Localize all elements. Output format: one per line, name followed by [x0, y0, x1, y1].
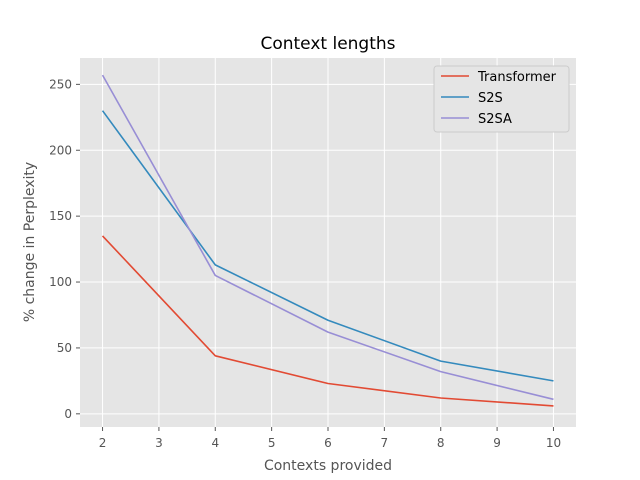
- y-axis-ticks: 0 50 100 150 200 250: [49, 77, 80, 421]
- legend: Transformer S2S S2SA: [433, 65, 570, 133]
- x-tick-label: 7: [381, 436, 389, 450]
- legend-box: [433, 65, 570, 133]
- series-line-s2sa: [101, 74, 554, 401]
- y-tick-label: 200: [49, 143, 72, 157]
- x-axis-ticks: 2 3 4 5 6 7 8 9 10: [99, 427, 561, 450]
- x-tick-label: 6: [324, 436, 332, 450]
- x-tick-label: 5: [268, 436, 276, 450]
- series-line-s2s: [101, 110, 554, 382]
- x-tick-label: 9: [493, 436, 501, 450]
- x-tick-label: 10: [546, 436, 561, 450]
- y-tick-label: 150: [49, 209, 72, 223]
- chart-title: Context lengths: [260, 34, 395, 54]
- x-tick-label: 2: [99, 436, 107, 450]
- y-tick-label: 250: [49, 77, 72, 91]
- x-tick-label: 4: [211, 436, 219, 450]
- y-axis-label: % change in Perplexity: [22, 162, 38, 322]
- x-axis-label: Contexts provided: [264, 458, 392, 474]
- y-tick-label: 0: [64, 407, 72, 421]
- x-tick-label: 3: [155, 436, 163, 450]
- series-line-transformer: [101, 235, 554, 407]
- y-tick-label: 100: [49, 275, 72, 289]
- legend-label-transformer: Transformer: [477, 70, 557, 85]
- legend-label-s2s: S2S: [478, 91, 503, 106]
- y-tick-label: 50: [57, 341, 72, 355]
- legend-label-s2sa: S2SA: [478, 112, 512, 127]
- series-lines: [101, 74, 554, 407]
- x-tick-label: 8: [437, 436, 445, 450]
